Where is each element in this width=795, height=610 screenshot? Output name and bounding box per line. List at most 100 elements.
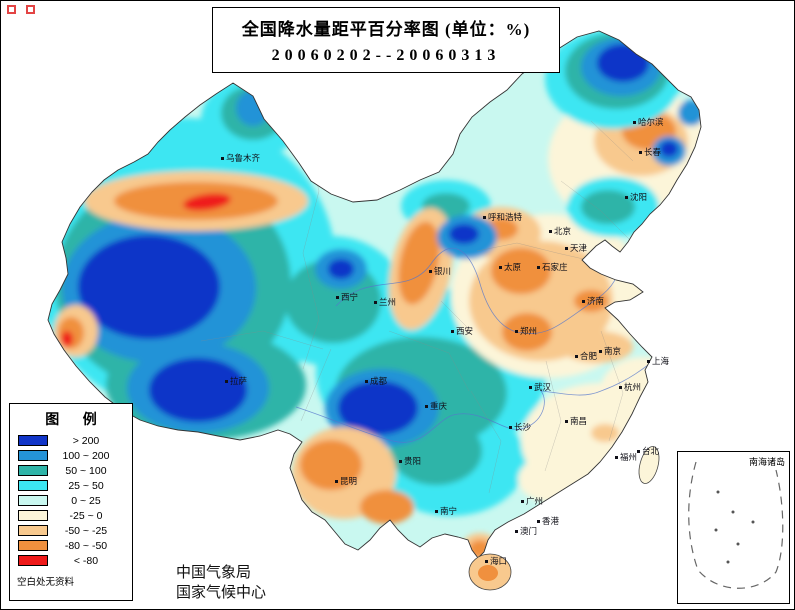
city-武汉: 武汉: [529, 383, 551, 392]
inset-label: 南海诸岛: [748, 457, 785, 467]
legend-label: > 200: [72, 434, 100, 447]
city-dot-icon: [335, 479, 338, 483]
city-label: 太原: [504, 262, 522, 272]
city-label: 南昌: [570, 416, 588, 426]
city-西安: 西安: [451, 327, 473, 336]
legend-swatch: [18, 540, 48, 551]
city-label: 昆明: [340, 476, 358, 486]
legend-item: < -80: [14, 553, 128, 568]
city-label: 合肥: [580, 351, 598, 361]
city-长沙: 长沙: [509, 423, 531, 432]
city-dot-icon: [529, 385, 532, 389]
city-label: 拉萨: [230, 376, 248, 386]
city-dot-icon: [221, 156, 224, 160]
legend-label: 100 ~ 200: [62, 449, 110, 462]
legend-label: -50 ~ -25: [64, 524, 108, 537]
city-label: 广州: [526, 496, 544, 506]
city-成都: 成都: [365, 377, 387, 386]
legend-swatch: [18, 510, 48, 521]
city-label: 武汉: [534, 382, 552, 392]
city-label: 杭州: [624, 382, 642, 392]
city-label: 贵阳: [404, 456, 422, 466]
city-label: 澳门: [520, 526, 538, 536]
city-南京: 南京: [599, 347, 621, 356]
city-dot-icon: [599, 349, 602, 353]
city-dot-icon: [639, 150, 642, 154]
red-corner-marks: [7, 5, 35, 14]
city-dot-icon: [509, 425, 512, 429]
city-杭州: 杭州: [619, 383, 641, 392]
map-title-box: 全国降水量距平百分率图 (单位：%) 20060202--20060313: [212, 7, 560, 73]
south-china-sea-inset-map: [688, 461, 784, 589]
legend-item: -80 ~ -50: [14, 538, 128, 553]
city-西宁: 西宁: [336, 293, 358, 302]
legend-item: -50 ~ -25: [14, 523, 128, 538]
city-dot-icon: [537, 265, 540, 269]
city-label: 长春: [644, 147, 662, 157]
city-dot-icon: [515, 529, 518, 533]
city-label: 南宁: [440, 506, 458, 516]
city-dot-icon: [336, 295, 339, 299]
city-label: 石家庄: [542, 262, 568, 272]
city-dot-icon: [521, 499, 524, 503]
south-china-sea-inset: 南海诸岛: [677, 451, 790, 604]
city-dot-icon: [647, 359, 650, 363]
nine-dash-line: [688, 461, 784, 589]
city-dot-icon: [537, 519, 540, 523]
legend-box: 图 例 > 200 100 ~ 200 50 ~ 100 25 ~ 50 0 ~ 25 -…: [9, 403, 133, 601]
city-dot-icon: [615, 455, 618, 459]
city-dot-icon: [515, 329, 518, 333]
legend-items: > 200 100 ~ 200 50 ~ 100 25 ~ 50 0 ~ 25 -25 ~…: [14, 433, 128, 568]
city-台北: 台北: [637, 447, 659, 456]
city-广州: 广州: [521, 497, 543, 506]
city-label: 呼和浩特: [488, 212, 523, 222]
city-dot-icon: [399, 459, 402, 463]
hainan-island: [468, 553, 512, 591]
legend-swatch: [18, 555, 48, 566]
city-呼和浩特: 呼和浩特: [483, 213, 522, 222]
legend-label: < -80: [73, 554, 99, 567]
city-石家庄: 石家庄: [537, 263, 568, 272]
city-dot-icon: [637, 449, 640, 453]
legend-item: 100 ~ 200: [14, 448, 128, 463]
map-date-range: 20060202--20060313: [271, 47, 501, 64]
city-兰州: 兰州: [374, 298, 396, 307]
legend-label: -25 ~ 0: [69, 509, 103, 522]
legend-label: 25 ~ 50: [68, 479, 104, 492]
attribution-line1: 中国气象局: [176, 565, 252, 581]
city-label: 海口: [490, 556, 508, 566]
city-label: 成都: [370, 376, 388, 386]
city-上海: 上海: [647, 357, 669, 366]
city-label: 天津: [570, 243, 588, 253]
legend-item: 50 ~ 100: [14, 463, 128, 478]
attribution: 中国气象局 国家气候中心: [176, 563, 266, 604]
city-拉萨: 拉萨: [225, 377, 247, 386]
city-label: 银川: [434, 266, 452, 276]
city-label: 济南: [587, 296, 605, 306]
city-南宁: 南宁: [435, 507, 457, 516]
legend-footnote: 空白处无资料: [17, 578, 75, 588]
legend-label: 50 ~ 100: [65, 464, 107, 477]
city-dot-icon: [565, 246, 568, 250]
map-title: 全国降水量距平百分率图 (单位：%): [241, 20, 531, 39]
mainland-outline: [47, 30, 702, 559]
city-label: 沈阳: [630, 192, 648, 202]
red-stamp-icon: [7, 5, 16, 14]
city-label: 上海: [652, 356, 670, 366]
city-合肥: 合肥: [575, 352, 597, 361]
city-贵阳: 贵阳: [399, 457, 421, 466]
city-label: 长沙: [514, 422, 532, 432]
legend-swatch: [18, 480, 48, 491]
city-label: 南京: [604, 346, 622, 356]
city-重庆: 重庆: [425, 402, 447, 411]
city-天津: 天津: [565, 244, 587, 253]
city-郑州: 郑州: [515, 327, 537, 336]
city-label: 重庆: [430, 401, 448, 411]
city-label: 北京: [554, 226, 572, 236]
city-银川: 银川: [429, 267, 451, 276]
city-label: 郑州: [520, 326, 538, 336]
legend-item: -25 ~ 0: [14, 508, 128, 523]
